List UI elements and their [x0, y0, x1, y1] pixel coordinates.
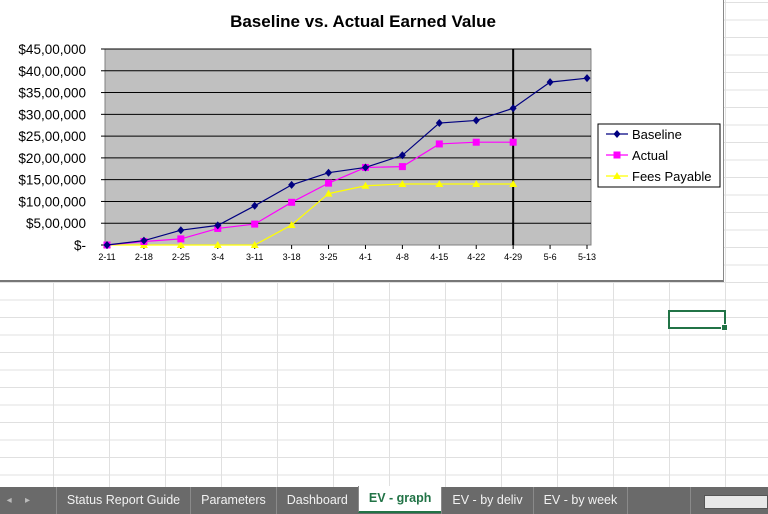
data-point-fees-payable [472, 180, 481, 188]
prev-sheet-icon[interactable]: ◂ [6, 495, 12, 506]
y-tick-label: $10,00,000 [18, 194, 86, 209]
data-point-actual [325, 179, 333, 187]
y-tick-label: $25,00,000 [18, 129, 86, 144]
y-tick-label: $40,00,000 [18, 64, 86, 79]
x-tick-label: 4-29 [504, 252, 522, 262]
data-point-baseline [177, 226, 185, 235]
x-tick-label: 2-25 [172, 252, 190, 262]
legend-label-baseline: Baseline [632, 127, 682, 142]
x-tick-label: 3-11 [246, 252, 263, 262]
horizontal-scrollbar[interactable] [704, 495, 768, 509]
x-tick-label: 4-1 [359, 252, 372, 262]
data-point-fees-payable [324, 189, 333, 197]
data-point-fees-payable [176, 241, 185, 248]
data-point-fees-payable [509, 180, 518, 188]
x-tick-label: 4-15 [430, 252, 448, 262]
data-point-actual [251, 220, 259, 228]
data-point-actual [398, 163, 406, 171]
legend-marker-baseline [613, 130, 621, 138]
data-point-baseline [398, 151, 406, 160]
data-point-baseline [325, 168, 333, 177]
series-line-actual [106, 141, 514, 246]
series-line-fees-payable [107, 183, 514, 246]
y-tick-label: $5,00,000 [26, 216, 86, 231]
data-point-baseline [546, 78, 554, 87]
x-tick-label: 2-11 [98, 252, 115, 262]
data-point-actual [435, 140, 443, 148]
legend: Baseline Actual Fees Payable [597, 123, 721, 188]
data-point-baseline [288, 180, 296, 189]
data-point-baseline [583, 74, 591, 83]
legend-marker-fees-payable [613, 172, 621, 179]
tab-ev-graph[interactable]: EV - graph [357, 486, 442, 513]
fill-handle[interactable] [721, 324, 728, 331]
data-point-baseline [251, 201, 259, 210]
data-point-baseline [140, 236, 148, 245]
chart-object[interactable]: $- $5,00,000 $10,00,000 $15,00,000 $20,00,00… [0, 0, 724, 282]
data-point-actual [509, 138, 517, 146]
x-tick-label: 5-6 [544, 252, 557, 262]
tab-status-report-guide[interactable]: Status Report Guide [55, 487, 190, 514]
x-tick-label: 4-22 [467, 252, 485, 262]
y-tick-label: $- [74, 238, 86, 253]
selected-cell[interactable] [668, 310, 728, 331]
data-point-baseline [472, 116, 480, 125]
tab-ev-by-week[interactable]: EV - by week [532, 487, 628, 514]
tab-parameters[interactable]: Parameters [190, 487, 276, 514]
y-tick-label: $15,00,000 [18, 173, 86, 188]
legend-label-fees-payable: Fees Payable [632, 169, 712, 184]
data-point-baseline [435, 119, 443, 128]
y-tick-label: $45,00,000 [18, 42, 86, 57]
x-tick-label: 3-4 [211, 252, 224, 262]
x-tick-label: 4-8 [396, 252, 409, 262]
data-point-baseline [509, 104, 517, 113]
data-point-baseline [361, 163, 369, 172]
plot-area [104, 48, 592, 246]
tab-dashboard[interactable]: Dashboard [275, 487, 358, 514]
ev-chart: $- $5,00,000 $10,00,000 $15,00,000 $20,00,00… [18, 12, 721, 262]
x-tick-label: 2-18 [135, 252, 153, 262]
data-point-actual [288, 198, 296, 206]
x-tick-label: 3-18 [283, 252, 301, 262]
data-point-baseline [214, 221, 222, 230]
y-tick-label: $20,00,000 [18, 151, 86, 166]
legend-marker-actual [613, 151, 621, 159]
tab-ev-by-deliv[interactable]: EV - by deliv [441, 487, 532, 514]
y-tick-label: $35,00,000 [18, 86, 86, 101]
chart-title: Baseline vs. Actual Earned Value [230, 12, 496, 31]
data-point-fees-payable [213, 241, 222, 248]
x-tick-label: 5-13 [578, 252, 596, 262]
next-sheet-icon[interactable]: ▸ [25, 495, 31, 506]
data-point-fees-payable [435, 180, 444, 188]
data-point-baseline [103, 241, 111, 249]
data-point-fees-payable [398, 180, 407, 188]
data-point-actual [177, 235, 185, 243]
series-line-baseline [106, 77, 588, 246]
legend-label-actual: Actual [632, 148, 668, 163]
x-tick-label: 3-25 [320, 252, 338, 262]
data-point-actual [472, 138, 480, 146]
data-point-fees-payable [250, 241, 259, 248]
data-point-fees-payable [361, 181, 370, 189]
y-tick-label: $30,00,000 [18, 107, 86, 122]
data-point-fees-payable [287, 220, 296, 228]
sheet-tab-bar: ◂ ▸ Status Report Guide Parameters Dashb… [0, 486, 768, 514]
